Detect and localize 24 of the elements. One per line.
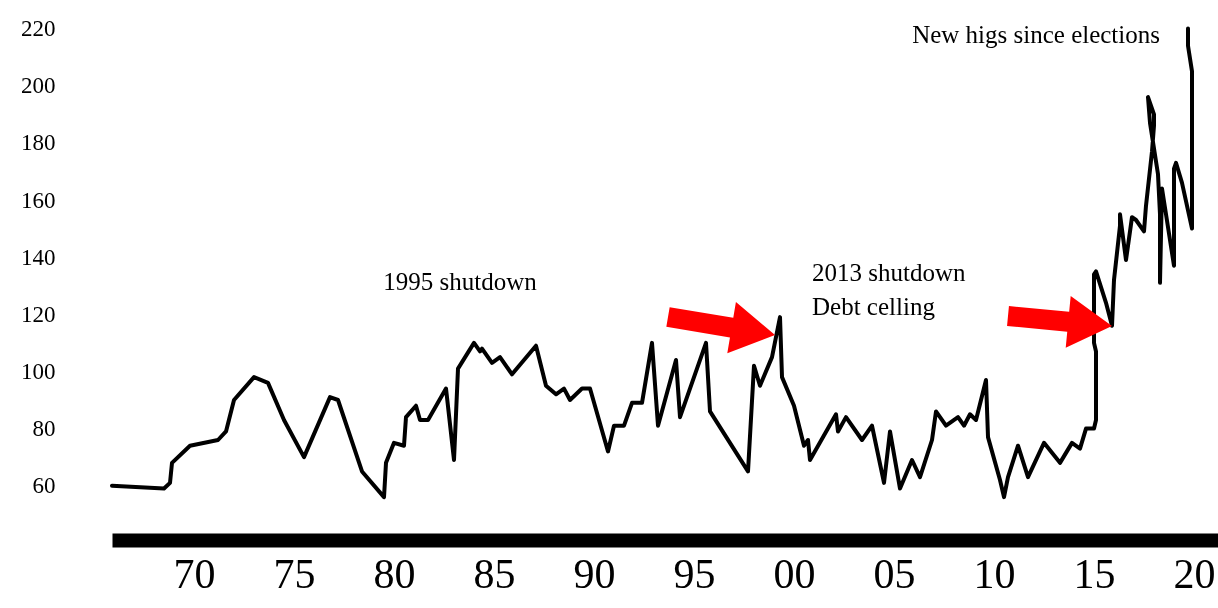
x-tick-label: 20 [1173,550,1216,597]
annotation: 2013 shutdown Debt celling [812,259,966,320]
y-tick-label: 180 [21,130,56,156]
x-tick-label: 05 [873,550,916,597]
x-tick-label: 85 [473,550,516,597]
y-tick-label: 100 [21,358,56,384]
y-tick-label: 80 [32,416,56,442]
x-tick-label: 70 [173,550,216,597]
y-tick-label: 220 [21,16,56,42]
x-tick-label: 90 [573,550,616,597]
y-tick-label: 160 [21,187,56,213]
y-tick-label: 140 [21,244,56,270]
x-tick-label: 10 [973,550,1016,597]
x-tick-label: 75 [273,550,316,597]
y-tick-label: 120 [21,301,56,327]
annotation: 1995 shutdown [383,268,538,295]
y-tick-label: 60 [32,473,56,499]
line-series [110,26,1194,500]
x-tick-label: 95 [673,550,716,597]
x-tick-label: 15 [1073,550,1116,597]
x-tick-label: 80 [373,550,416,597]
x-tick-label: 00 [773,550,816,597]
annotation: New higs since elections [912,20,1160,48]
y-tick-label: 200 [21,73,56,99]
